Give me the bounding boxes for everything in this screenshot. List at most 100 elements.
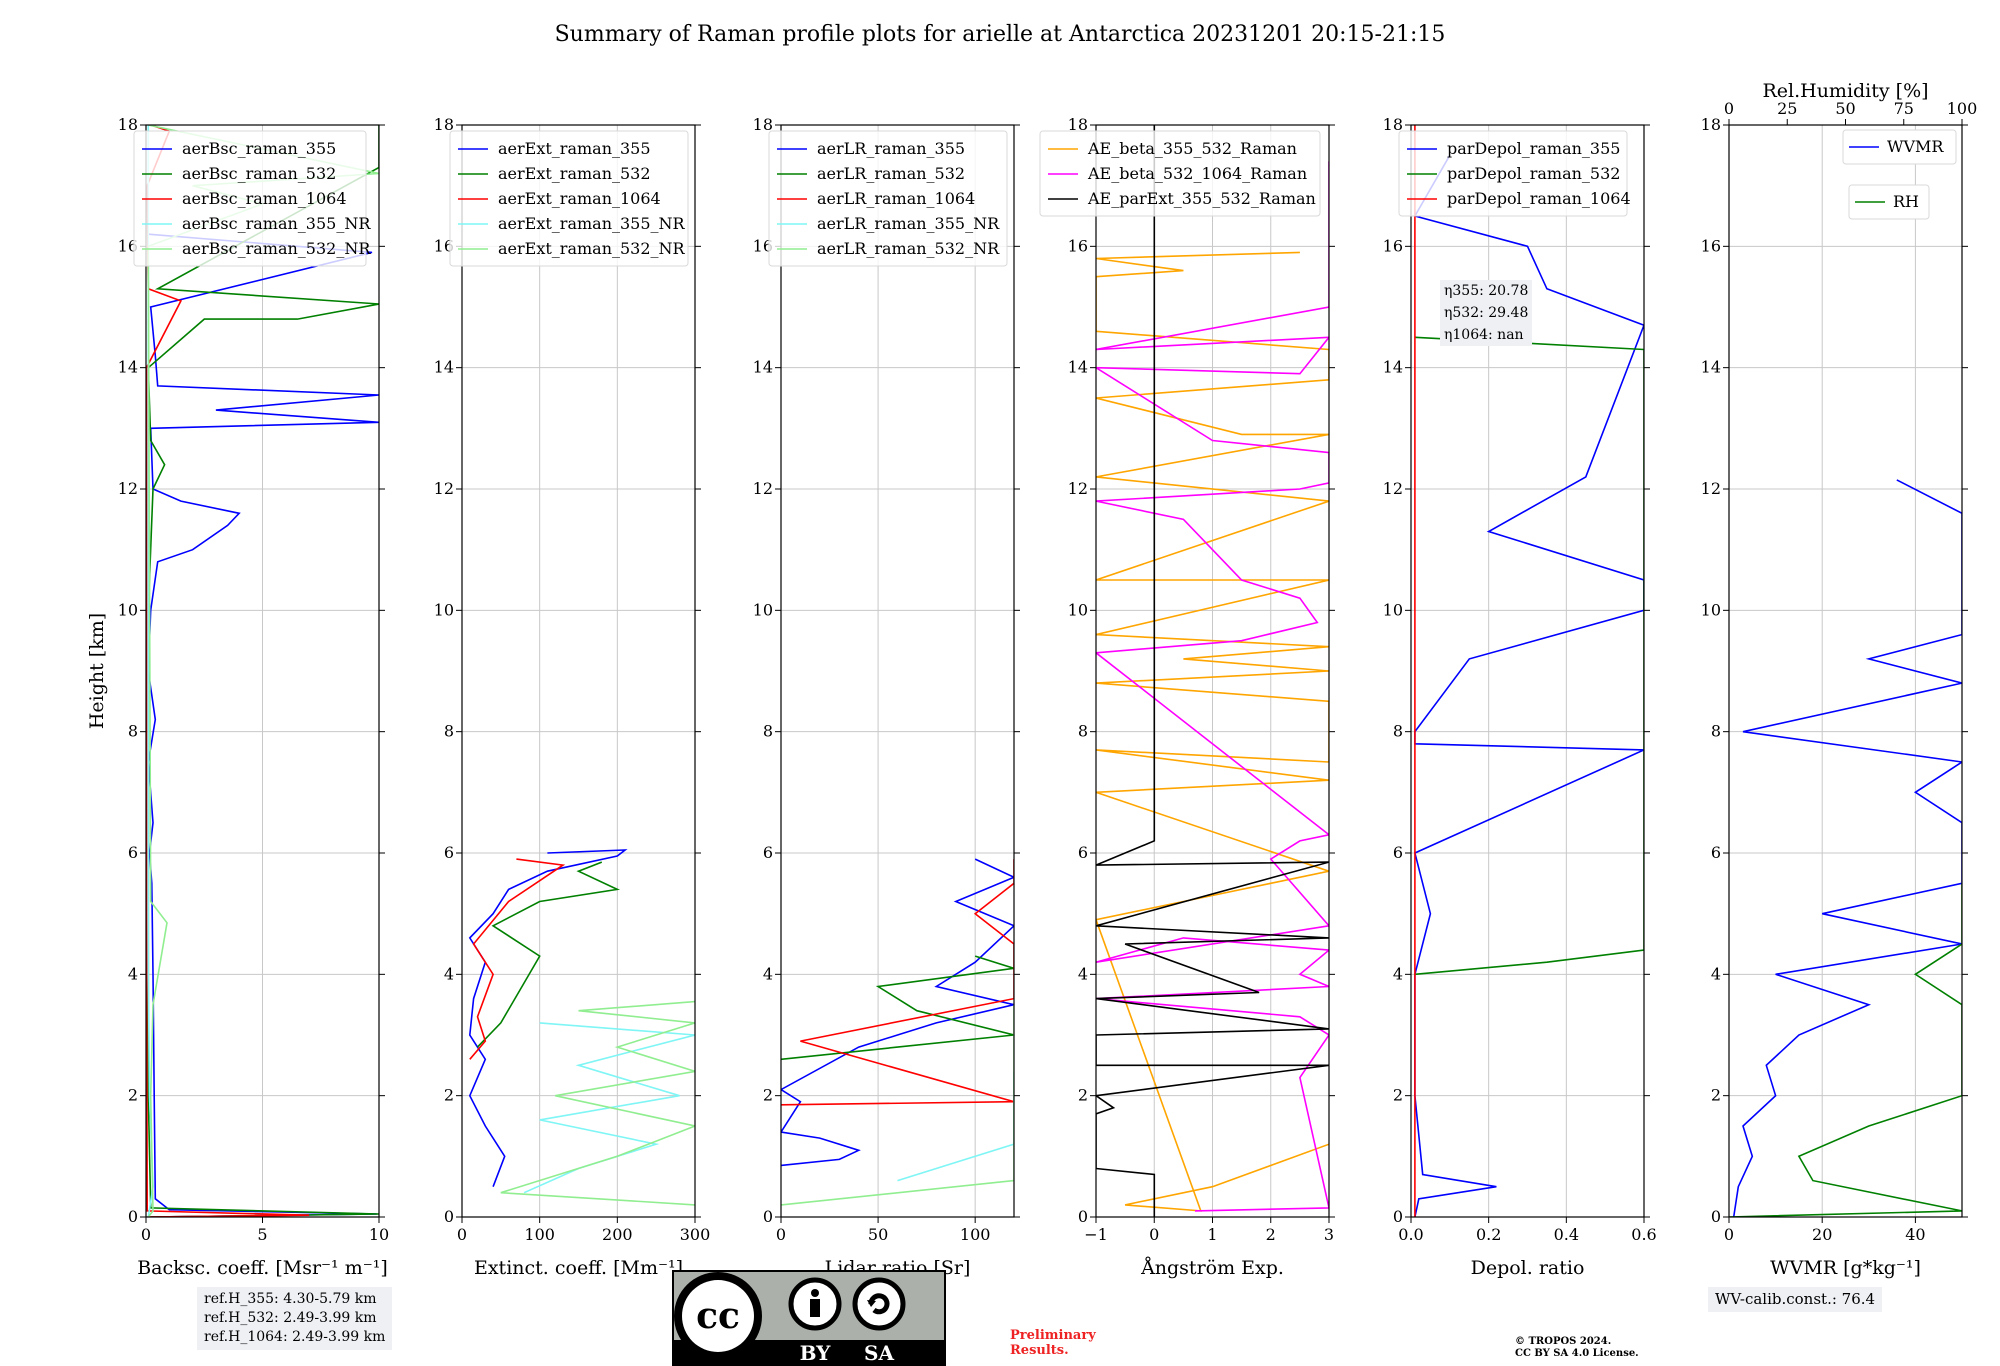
y-tick-label: 16 — [1701, 236, 1721, 255]
eta-annotation-box: η355: 20.78 η532: 29.48 η1064: nan — [1440, 280, 1533, 346]
y-tick-label: 2 — [128, 1086, 138, 1105]
legend-box — [1842, 129, 1957, 165]
legend: aerLR_raman_355 aerLR_raman_532 aerLR_rama… — [768, 130, 1008, 267]
x-tick-label: 0 — [1149, 1225, 1159, 1244]
legend-label: parDepol_raman_1064 — [1447, 189, 1631, 208]
y-tick-label: 4 — [763, 964, 773, 983]
legend-label: aerBsc_raman_532 — [182, 164, 336, 183]
x-tick-label: 40 — [1905, 1225, 1925, 1244]
y-tick-label: 10 — [434, 600, 454, 619]
top-x-tick-label: 25 — [1777, 99, 1797, 118]
y-tick-label: 10 — [1383, 600, 1403, 619]
legend-label: aerBsc_raman_1064 — [182, 189, 347, 208]
y-tick-label: 10 — [753, 600, 773, 619]
y-tick-label: 6 — [128, 843, 138, 862]
y-tick-label: 14 — [434, 358, 454, 377]
legend-label: RH — [1893, 192, 1919, 211]
legend-label: aerBsc_raman_532_NR — [182, 239, 371, 258]
y-tick-label: 2 — [1711, 1086, 1721, 1105]
series-line-aerLR_raman_532 — [781, 955, 1014, 1061]
y-tick-label: 2 — [763, 1086, 773, 1105]
y-tick-label: 4 — [1711, 964, 1721, 983]
y-tick-label: 14 — [1068, 358, 1088, 377]
y-tick-label: 12 — [434, 479, 454, 498]
x-tick-label: 50 — [868, 1225, 888, 1244]
x-tick-label: 100 — [960, 1225, 991, 1244]
legend: WVMR RH — [1842, 129, 1957, 220]
y-tick-label: 8 — [1711, 722, 1721, 741]
eta-1064: η1064: nan — [1444, 327, 1524, 343]
panel-bsc: 0 5 10 0 2 4 6 8 10 12 14 16 18 Backsc. coeff. [Msr⁻¹… — [86, 115, 389, 1279]
x-axis-label: Backsc. coeff. [Msr⁻¹ m⁻¹] — [137, 1257, 388, 1279]
y-tick-label: 0 — [128, 1207, 138, 1226]
y-tick-label: 0 — [1711, 1207, 1721, 1226]
x-axis-label: Ångström Exp. — [1140, 1257, 1284, 1279]
legend-label: aerBsc_raman_355 — [182, 139, 336, 158]
preliminary-line-2: Results. — [1010, 1343, 1069, 1358]
panel-ext: 0 100 200 300 0 2 4 6 8 10 12 14 16 18 Extinct. coeff.… — [434, 115, 711, 1279]
y-tick-label: 2 — [1393, 1086, 1403, 1105]
top-x-tick-label: 0 — [1724, 99, 1734, 118]
y-tick-label: 6 — [1711, 843, 1721, 862]
y-tick-label: 16 — [1383, 236, 1403, 255]
y-tick-label: 8 — [1078, 722, 1088, 741]
y-tick-label: 6 — [763, 843, 773, 862]
series-group — [781, 858, 1014, 1206]
y-tick-label: 18 — [1701, 115, 1721, 134]
top-x-tick-label: 50 — [1835, 99, 1855, 118]
legend-label: aerLR_raman_355 — [817, 139, 965, 158]
y-tick-label: 18 — [1383, 115, 1403, 134]
legend-label: aerExt_raman_355 — [498, 139, 651, 158]
series-group — [1413, 125, 1644, 1217]
preliminary-line-1: Preliminary — [1010, 1328, 1096, 1343]
series-line-aerExt_raman_532 — [476, 861, 621, 1048]
x-tick-label: 100 — [524, 1225, 555, 1244]
y-tick-label: 2 — [444, 1086, 454, 1105]
copyright-note: © TROPOS 2024. CC BY SA 4.0 License. — [1515, 1336, 1639, 1360]
series-line-parDepol_raman_532 — [1414, 336, 1644, 976]
cc-by-sa-license-badge: cc BY SA — [672, 1270, 946, 1366]
y-tick-label: 4 — [444, 964, 454, 983]
y-tick-label: 14 — [753, 358, 773, 377]
y-tick-label: 14 — [118, 358, 138, 377]
x-tick-label: 0.2 — [1476, 1225, 1501, 1244]
legend-box — [1039, 130, 1321, 217]
y-tick-label: 0 — [763, 1207, 773, 1226]
y-tick-label: 8 — [444, 722, 454, 741]
x-tick-label: 0 — [141, 1225, 151, 1244]
legend-label: AE_beta_532_1064_Raman — [1087, 164, 1307, 183]
y-tick-label: 16 — [1068, 236, 1088, 255]
legend-label: aerExt_raman_355_NR — [498, 214, 686, 233]
series-line-aerLR_raman_355 — [781, 858, 1014, 1167]
ref-height-355: ref.H_355: 4.30-5.79 km — [204, 1291, 377, 1307]
y-tick-label: 8 — [763, 722, 773, 741]
preliminary-results-note: Preliminary Results. — [1010, 1328, 1096, 1358]
y-tick-label: 8 — [1393, 722, 1403, 741]
eta-355: η355: 20.78 — [1444, 283, 1529, 299]
y-tick-label: 12 — [1383, 479, 1403, 498]
legend-box — [1398, 130, 1628, 217]
legend-label: aerExt_raman_532 — [498, 164, 651, 183]
ref-height-532: ref.H_532: 2.49-3.99 km — [204, 1310, 377, 1326]
series-line-aerBsc_raman_532_NR — [147, 125, 379, 1217]
legend-box — [449, 130, 689, 267]
y-tick-label: 12 — [1701, 479, 1721, 498]
y-tick-label: 12 — [118, 479, 138, 498]
x-tick-label: 0.0 — [1398, 1225, 1423, 1244]
x-tick-label: 300 — [680, 1225, 711, 1244]
wv-calib-box: WV-calib.const.: 76.4 — [1708, 1287, 1883, 1312]
top-x-tick-label: 75 — [1894, 99, 1914, 118]
copyright-line-1: © TROPOS 2024. — [1515, 1336, 1612, 1347]
y-tick-label: 0 — [1393, 1207, 1403, 1226]
legend-label: aerBsc_raman_355_NR — [182, 214, 371, 233]
series-line-aerBsc_raman_355_NR — [147, 125, 154, 1217]
legend-label: aerExt_raman_1064 — [498, 189, 661, 208]
reference-heights-box: ref.H_355: 4.30-5.79 km ref.H_532: 2.49-… — [197, 1287, 393, 1350]
x-tick-label: 20 — [1812, 1225, 1832, 1244]
series-line-aerBsc_raman_355 — [147, 233, 379, 1217]
series-group — [1096, 125, 1329, 1217]
x-tick-label: 0 — [776, 1225, 786, 1244]
